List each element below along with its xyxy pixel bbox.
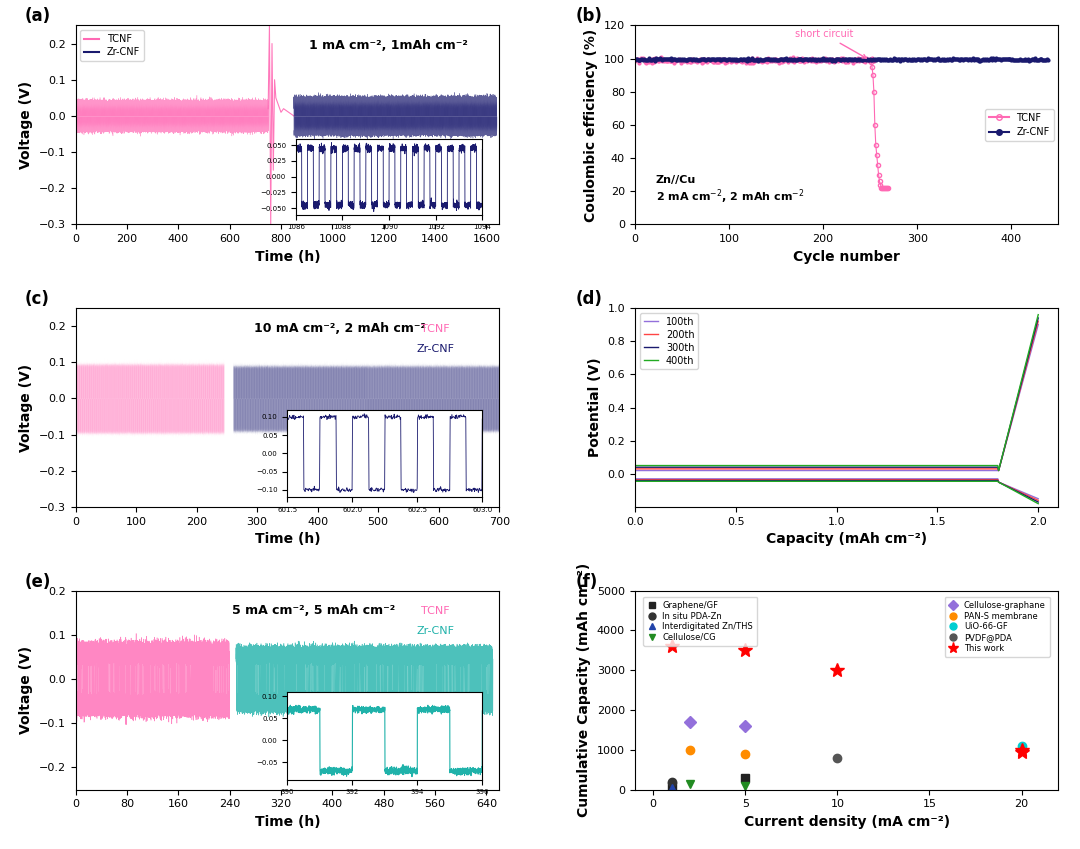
200th: [1023, 350, 1036, 360]
200th: [822, 464, 835, 474]
100th: [1031, 319, 1044, 329]
100th: [1022, 355, 1035, 365]
Y-axis label: Voltage (V): Voltage (V): [19, 363, 33, 452]
400th: [868, 460, 881, 470]
400th: [847, 460, 860, 470]
Line: 200th: 200th: [635, 321, 1038, 470]
300th: [959, 462, 972, 472]
Text: Zn//Cu
2 mA cm$^{-2}$, 2 mAh cm$^{-2}$: Zn//Cu 2 mA cm$^{-2}$, 2 mAh cm$^{-2}$: [656, 175, 805, 206]
200th: [959, 464, 972, 474]
400th: [993, 465, 1005, 475]
Legend: Cellulose-graphane, PAN-S membrane, UiO-66-GF, PVDF@PDA, This work: Cellulose-graphane, PAN-S membrane, UiO-…: [945, 597, 1050, 657]
X-axis label: Time (h): Time (h): [255, 250, 321, 264]
Text: (b): (b): [576, 8, 603, 25]
Line: 300th: 300th: [635, 318, 1038, 470]
Text: short circuit: short circuit: [795, 29, 866, 58]
Y-axis label: Voltage (V): Voltage (V): [19, 81, 33, 169]
Line: 400th: 400th: [635, 315, 1038, 470]
300th: [629, 462, 642, 472]
Text: (c): (c): [25, 290, 50, 308]
200th: [1031, 316, 1044, 326]
X-axis label: Time (h): Time (h): [255, 815, 321, 829]
Line: 100th: 100th: [635, 324, 1038, 470]
300th: [822, 462, 835, 472]
Text: (f): (f): [576, 572, 597, 591]
400th: [959, 460, 972, 470]
100th: [822, 465, 835, 475]
100th: [820, 465, 833, 475]
Legend: TCNF, Zr-CNF: TCNF, Zr-CNF: [985, 109, 1053, 141]
Text: (d): (d): [576, 290, 603, 308]
Y-axis label: Coulombic efficiency (%): Coulombic efficiency (%): [584, 28, 598, 222]
200th: [847, 464, 860, 474]
Y-axis label: Voltage (V): Voltage (V): [19, 646, 33, 734]
X-axis label: Capacity (mAh cm⁻²): Capacity (mAh cm⁻²): [766, 532, 927, 546]
100th: [959, 465, 972, 475]
100th: [868, 465, 881, 475]
200th: [993, 465, 1005, 475]
Legend: 100th, 200th, 300th, 400th: 100th, 200th, 300th, 400th: [639, 313, 699, 369]
Y-axis label: Potential (V): Potential (V): [588, 357, 602, 458]
300th: [993, 465, 1005, 475]
Text: Zr-CNF: Zr-CNF: [417, 344, 455, 354]
Text: (e): (e): [25, 572, 51, 591]
300th: [820, 462, 833, 472]
Text: 10 mA cm⁻², 2 mAh cm⁻²: 10 mA cm⁻², 2 mAh cm⁻²: [254, 322, 426, 335]
400th: [1023, 345, 1036, 355]
Legend: TCNF, Zr-CNF: TCNF, Zr-CNF: [81, 31, 144, 61]
200th: [868, 464, 881, 474]
X-axis label: Current density (mA cm⁻²): Current density (mA cm⁻²): [743, 815, 949, 829]
200th: [820, 464, 833, 474]
Text: Zr-CNF: Zr-CNF: [417, 627, 455, 637]
400th: [822, 460, 835, 470]
X-axis label: Cycle number: Cycle number: [793, 250, 900, 264]
300th: [868, 462, 881, 472]
X-axis label: Time (h): Time (h): [255, 532, 321, 546]
Text: TCNF: TCNF: [421, 606, 450, 616]
Text: (a): (a): [25, 8, 51, 25]
100th: [629, 465, 642, 475]
Y-axis label: Cumulative Capacity (mAh cm⁻²): Cumulative Capacity (mAh cm⁻²): [578, 563, 592, 818]
200th: [629, 464, 642, 474]
300th: [1031, 313, 1044, 323]
300th: [1023, 347, 1036, 357]
300th: [847, 462, 860, 472]
400th: [629, 460, 642, 470]
400th: [820, 460, 833, 470]
400th: [1031, 310, 1044, 320]
100th: [847, 465, 860, 475]
Text: TCNF: TCNF: [421, 324, 450, 334]
Text: 5 mA cm⁻², 5 mAh cm⁻²: 5 mA cm⁻², 5 mAh cm⁻²: [232, 604, 395, 617]
Text: 1 mA cm⁻², 1mAh cm⁻²: 1 mA cm⁻², 1mAh cm⁻²: [309, 39, 468, 53]
